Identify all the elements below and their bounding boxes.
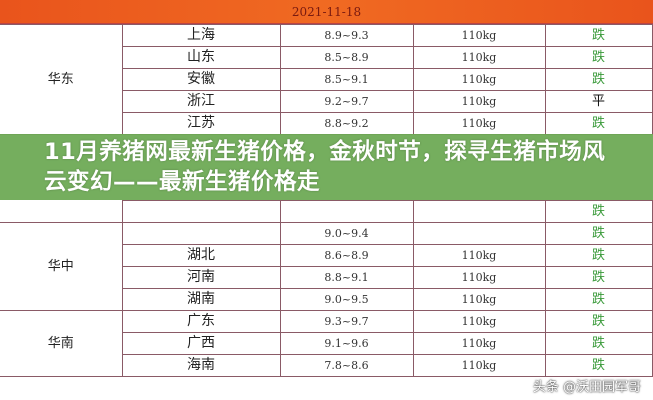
- table-row: 跌: [0, 200, 653, 223]
- price-cell: 9.1~9.6: [279, 332, 414, 355]
- watermark: 头条 @沃田园军哥: [532, 380, 641, 395]
- trend-cell: 平: [544, 90, 653, 113]
- table-row: 华中 9.0~9.4 跌: [0, 222, 653, 311]
- weight-cell: 110kg: [412, 244, 546, 267]
- table-row: 华南 广东 9.3~9.7 110kg 跌: [0, 310, 653, 377]
- price-cell: 8.8~9.1: [279, 266, 414, 289]
- weight-cell: [412, 200, 546, 223]
- trend-cell: 跌: [544, 244, 653, 267]
- price-cell: 9.0~9.5: [279, 288, 414, 311]
- trend-cell: 跌: [544, 288, 653, 311]
- weight-cell: 110kg: [412, 266, 546, 289]
- weight-cell: [412, 222, 546, 245]
- province-cell: 广东: [121, 310, 281, 333]
- province-cell: [121, 222, 281, 245]
- table-row: 浙江 9.2~9.7 110kg 平: [0, 90, 653, 113]
- price-cell: 8.5~8.9: [279, 46, 414, 69]
- trend-cell: 跌: [544, 68, 653, 91]
- pig-price-table-bottom: 跌华中 9.0~9.4 跌湖北 8.6~8.9 110kg 跌河南 8.8~9.1 110kg…: [0, 200, 653, 377]
- trend-cell: 跌: [544, 266, 653, 289]
- weight-cell: 110kg: [412, 24, 546, 47]
- trend-cell: 跌: [544, 354, 653, 377]
- province-cell: 江苏: [121, 112, 281, 135]
- price-cell: 8.5~9.1: [279, 68, 414, 91]
- table-row: 湖北 8.6~8.9 110kg 跌: [0, 244, 653, 267]
- weight-cell: 110kg: [412, 310, 546, 333]
- date-label: 2021-11-18: [291, 5, 362, 19]
- price-cell: 8.6~8.9: [279, 244, 414, 267]
- price-cell: 9.2~9.7: [279, 90, 414, 113]
- price-cell: 8.9~9.3: [279, 24, 414, 47]
- province-cell: 海南: [121, 354, 281, 377]
- trend-cell: 跌: [544, 200, 653, 223]
- weight-cell: 110kg: [412, 46, 546, 69]
- province-cell: 湖北: [121, 244, 281, 267]
- province-cell: 湖南: [121, 288, 281, 311]
- weight-cell: 110kg: [412, 332, 546, 355]
- weight-cell: 110kg: [412, 90, 546, 113]
- table-header: 2021-11-18: [0, 0, 653, 24]
- price-cell: 9.0~9.4: [279, 222, 414, 245]
- trend-cell: 跌: [544, 222, 653, 245]
- pig-price-table-top: 华东 上海 8.9~9.3 110kg 跌山东 8.5~8.9 110kg 跌安徽 8.5~9.…: [0, 24, 653, 135]
- region-cell: [0, 200, 123, 223]
- price-cell: [279, 200, 414, 223]
- province-cell: 山东: [121, 46, 281, 69]
- weight-cell: 110kg: [412, 68, 546, 91]
- trend-cell: 跌: [544, 112, 653, 135]
- table-row: 海南 7.8~8.6 110kg 跌: [0, 354, 653, 377]
- weight-cell: 110kg: [412, 112, 546, 135]
- trend-cell: 跌: [544, 24, 653, 47]
- trend-cell: 跌: [544, 46, 653, 69]
- region-cell: 华东: [0, 24, 123, 135]
- province-cell: 安徽: [121, 68, 281, 91]
- province-cell: 上海: [121, 24, 281, 47]
- article-title: 11月养猪网最新生猪价格，金秋时节，探寻生猪市场风云变幻——最新生猪价格走: [44, 139, 606, 195]
- table-row: 河南 8.8~9.1 110kg 跌: [0, 266, 653, 289]
- table-row: 湖南 9.0~9.5 110kg 跌: [0, 288, 653, 311]
- table-row: 江苏 8.8~9.2 110kg 跌: [0, 112, 653, 135]
- price-cell: 8.8~9.2: [279, 112, 414, 135]
- price-cell: 9.3~9.7: [279, 310, 414, 333]
- province-cell: 浙江: [121, 90, 281, 113]
- province-cell: 广西: [121, 332, 281, 355]
- trend-cell: 跌: [544, 310, 653, 333]
- price-cell: 7.8~8.6: [279, 354, 414, 377]
- province-cell: 河南: [121, 266, 281, 289]
- weight-cell: 110kg: [412, 288, 546, 311]
- weight-cell: 110kg: [412, 354, 546, 377]
- trend-cell: 跌: [544, 332, 653, 355]
- province-cell: [121, 200, 281, 223]
- region-cell: 华南: [0, 310, 123, 377]
- table-row: 华东 上海 8.9~9.3 110kg 跌: [0, 24, 653, 135]
- title-overlay: [0, 134, 653, 200]
- region-cell: 华中: [0, 222, 123, 311]
